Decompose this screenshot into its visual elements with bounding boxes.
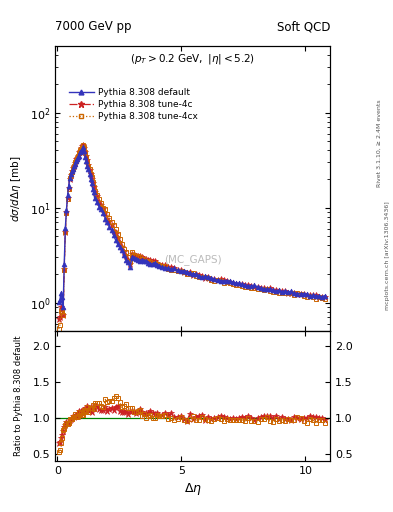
Legend: Pythia 8.308 default, Pythia 8.308 tune-4c, Pythia 8.308 tune-4cx: Pythia 8.308 default, Pythia 8.308 tune-…	[65, 85, 202, 124]
Text: Rivet 3.1.10, ≥ 2.4M events: Rivet 3.1.10, ≥ 2.4M events	[377, 99, 382, 187]
Text: 7000 GeV pp: 7000 GeV pp	[55, 20, 132, 33]
Text: Soft QCD: Soft QCD	[277, 20, 330, 33]
X-axis label: $\Delta\eta$: $\Delta\eta$	[184, 481, 202, 497]
Text: mcplots.cern.ch [arXiv:1306.3436]: mcplots.cern.ch [arXiv:1306.3436]	[385, 202, 389, 310]
Text: (MC_GAPS): (MC_GAPS)	[164, 254, 221, 265]
Y-axis label: $d\sigma/d\Delta\eta\ \mathrm{[mb]}$: $d\sigma/d\Delta\eta\ \mathrm{[mb]}$	[9, 156, 24, 222]
Text: $(p_T > 0.2\ \mathrm{GeV},\ |\eta| < 5.2)$: $(p_T > 0.2\ \mathrm{GeV},\ |\eta| < 5.2…	[130, 52, 255, 66]
Y-axis label: Ratio to Pythia 8.308 default: Ratio to Pythia 8.308 default	[15, 336, 24, 456]
